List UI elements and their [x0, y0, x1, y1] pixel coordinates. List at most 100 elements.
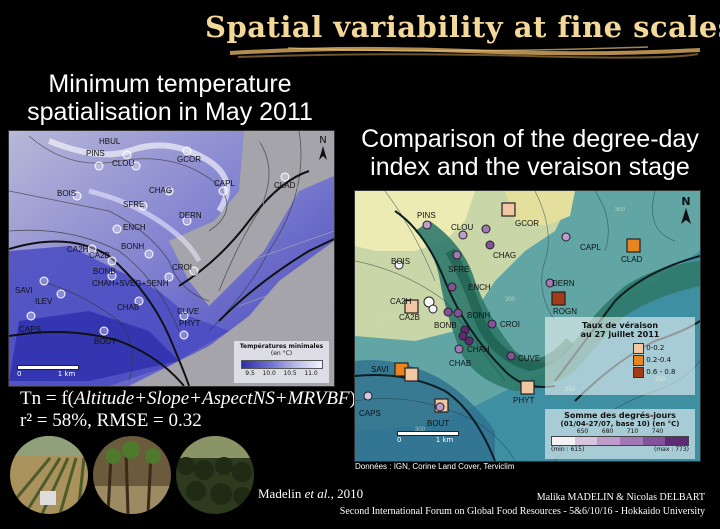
citation: Madelin et al., 2010 [258, 486, 363, 502]
place-label: CA2B [399, 313, 420, 322]
place-label: CLAD [621, 255, 643, 264]
degree-day-tick: 650 [576, 428, 589, 435]
left-subtitle: Minimum temperature spatialisation in Ma… [20, 70, 320, 126]
vineyard-rows-photo [10, 436, 88, 514]
degree-day-colorbar [551, 436, 689, 446]
place-label: BONB [434, 321, 457, 330]
vine-stocks-photo [93, 436, 171, 514]
place-label: PINS [86, 149, 105, 158]
place-label: CLOU [112, 159, 135, 168]
place-label: DERN [179, 211, 202, 220]
temperature-map: HBUL PINS CLOU BOIS SFRE CHAG CAPL CLAD … [8, 130, 335, 387]
place-label: CHAG [149, 186, 173, 195]
place-label: BONH [467, 311, 491, 320]
svg-text:300: 300 [505, 297, 516, 303]
veraison-class: 0-0.2 [646, 344, 665, 352]
place-label: SFRE [448, 265, 470, 274]
degree-day-legend-title: Somme des degrés-jours [564, 411, 676, 420]
place-label: CAPL [580, 243, 601, 252]
place-label: PHYT [179, 319, 201, 328]
north-arrow-icon: N [679, 195, 693, 227]
place-label: BOIS [391, 257, 411, 266]
place-label: ENCH [123, 223, 146, 232]
north-label: N [681, 195, 691, 208]
scale-start: 0 [397, 436, 402, 444]
place-label: CHAG [493, 251, 517, 260]
veraison-class: 0.2-0.4 [646, 356, 672, 364]
place-label: CHAB [117, 303, 140, 312]
place-label: HBUL [99, 137, 121, 146]
place-label: BONH [121, 242, 145, 251]
place-label: CROI [500, 320, 520, 329]
place-label: CAPS [359, 409, 381, 418]
place-label: SAVI [15, 286, 33, 295]
veraison-legend: Taux de véraison au 27 juillet 2011 0-0.… [545, 317, 695, 395]
degree-day-tick: 740 [651, 428, 664, 435]
place-label: CA2H [390, 297, 412, 306]
right-subtitle-line-1: Comparison of the degree-day [361, 125, 699, 153]
place-label: SAVI [371, 365, 389, 374]
scale-bar: 0 1 km [397, 431, 472, 444]
degree-day-tick: 710 [626, 428, 639, 435]
place-label: CA2H [67, 245, 89, 254]
place-label: BOIS [57, 189, 77, 198]
veraison-legend-title: Taux de véraison [581, 321, 659, 330]
place-label: DERN [552, 279, 575, 288]
left-subtitle-line-2: spatialisation in May 2011 [27, 98, 313, 126]
place-label: CLOU [451, 223, 474, 232]
place-label: CAPL [214, 179, 235, 188]
citation-authors: Madelin [258, 486, 305, 501]
place-label: PINS [417, 211, 436, 220]
place-label: GCOR [177, 155, 201, 164]
right-subtitle: Comparison of the degree-day index and t… [345, 125, 715, 181]
svg-text:300: 300 [415, 427, 426, 433]
regression-formula: Tn = f(Altitude+Slope+AspectNS+MRVBF) [20, 388, 356, 410]
scale-end: 1 km [57, 370, 76, 378]
formula-suffix: ) [349, 388, 356, 409]
right-subtitle-line-2: index and the veraison stage [370, 153, 690, 181]
scale-end: 1 km [435, 436, 454, 444]
place-label: CUVE [518, 354, 541, 363]
veraison-swatch-low [633, 342, 644, 354]
veraison-legend-subtitle: au 27 juillet 2011 [580, 330, 660, 339]
temperature-legend-tick: 9.5 [245, 370, 255, 377]
place-label: ROGN [553, 307, 577, 316]
svg-text:370: 370 [375, 317, 386, 323]
north-arrow-icon: N [317, 135, 329, 163]
place-label: ENCH [468, 283, 491, 292]
veraison-class: 0.6 - 0.8 [646, 368, 676, 376]
place-label: BOUT [94, 337, 117, 346]
place-label: SFRE [123, 200, 145, 209]
formula-prefix: Tn = f( [20, 388, 74, 409]
degree-day-min: (min : 615) [551, 446, 585, 453]
temperature-legend-tick: 10.5 [283, 370, 297, 377]
place-label: BOUT [427, 419, 450, 428]
footer-authors: Malika MADELIN & Nicolas DELBART [536, 492, 705, 503]
map-source: Données : IGN, Corine Land Cover, Tervic… [355, 462, 515, 471]
place-label: PHYT [513, 396, 535, 405]
scale-start: 0 [17, 370, 22, 378]
regression-stats: r² = 58%, RMSE = 0.32 [20, 410, 202, 431]
place-label: CROI [172, 263, 192, 272]
veraison-swatch-mid [633, 354, 644, 366]
place-label: GCOR [515, 219, 539, 228]
place-label: CA2B [89, 251, 110, 260]
scale-bar: 0 1 km [17, 365, 87, 378]
place-label: CHAH+SVEG+SENH [92, 279, 169, 288]
temperature-map-surface [9, 131, 334, 386]
place-label: CUVE [177, 307, 200, 316]
temperature-legend: Températures minimales (en °C) 9.5 10.0 … [234, 341, 329, 383]
degree-day-tick: 680 [601, 428, 614, 435]
brush-stroke-underline [229, 46, 701, 59]
svg-text:300: 300 [615, 207, 626, 213]
place-label: CHAB [449, 359, 472, 368]
temperature-legend-unit: (en °C) [270, 350, 293, 357]
citation-etal: et al. [304, 486, 331, 501]
place-label: CHAH [467, 345, 490, 354]
place-label: CLAD [274, 181, 296, 190]
place-label: BONB [93, 267, 116, 276]
place-label: ILEV [35, 297, 53, 306]
degree-day-max: (max : 773) [653, 446, 689, 453]
footer-event: Second International Forum on Global Foo… [339, 506, 705, 517]
